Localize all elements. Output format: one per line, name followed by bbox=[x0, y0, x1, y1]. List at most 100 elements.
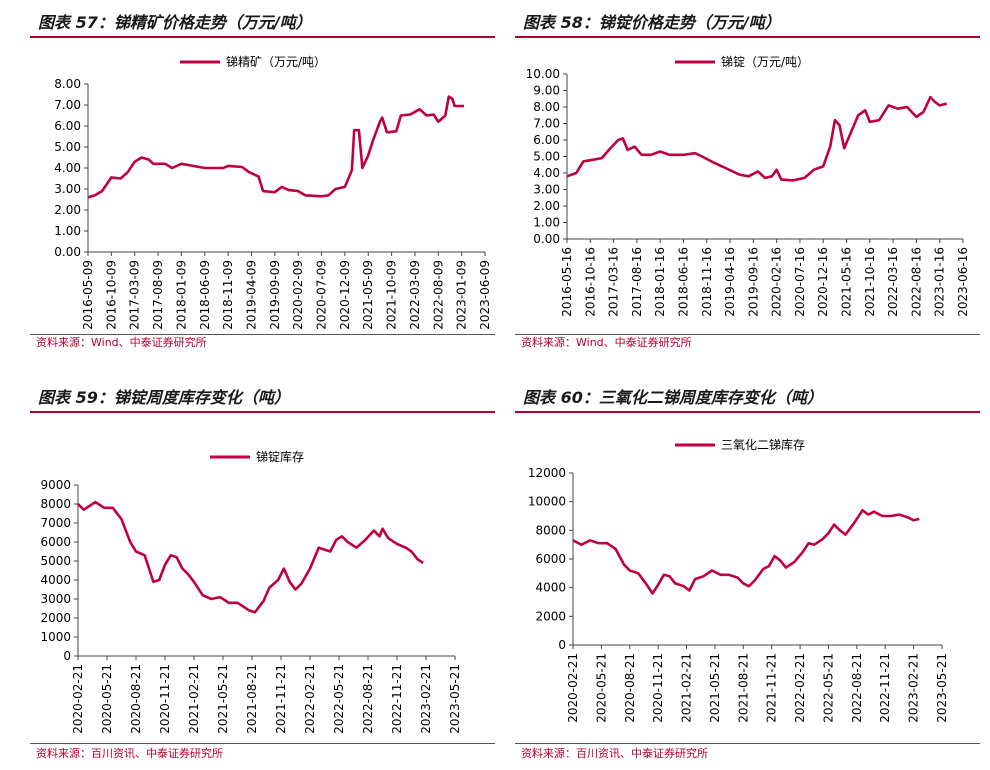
x-tick-label: 2016-10-16 bbox=[583, 247, 597, 317]
x-tick-label: 2020-07-16 bbox=[793, 247, 807, 317]
x-tick-label: 2020-12-09 bbox=[338, 260, 352, 330]
series-line bbox=[572, 509, 920, 595]
y-tick-label: 6000 bbox=[535, 552, 566, 566]
x-tick-label: 2023-05-21 bbox=[935, 653, 949, 723]
x-tick-label: 2023-05-21 bbox=[448, 664, 462, 734]
x-tick-label: 2020-12-16 bbox=[816, 247, 830, 317]
chart-antimony-concentrate: 0.00 1.00 2.00 3.00 4.00 5.00 6.00 7.00 8.00 2016… bbox=[54, 55, 492, 330]
x-tick-label: 2019-04-16 bbox=[723, 247, 737, 317]
x-tick-label: 2020-02-16 bbox=[770, 247, 784, 317]
chart-antimony-ingot: 0.00 1.00 2.00 3.00 4.00 5.00 6.00 7.00 8.00 9.00… bbox=[526, 55, 970, 317]
x-tick-label: 2021-08-21 bbox=[736, 653, 750, 723]
y-tick-label: 2000 bbox=[40, 611, 71, 625]
x-tick-label: 2020-08-21 bbox=[623, 653, 637, 723]
x-tick-label: 2022-11-21 bbox=[878, 653, 892, 723]
x-tick-label: 2019-04-09 bbox=[244, 260, 258, 330]
y-tick-label: 6.00 bbox=[54, 119, 81, 133]
x-tick-label: 2020-07-09 bbox=[315, 260, 329, 330]
x-tick-label: 2021-02-21 bbox=[187, 664, 201, 734]
x-tick-label: 2020-11-21 bbox=[158, 664, 172, 734]
x-tick-label: 2016-10-09 bbox=[104, 260, 118, 330]
y-tick-label: 8000 bbox=[535, 523, 566, 537]
y-tick-label: 9.00 bbox=[533, 84, 560, 98]
x-tick-label: 2022-03-16 bbox=[886, 247, 900, 317]
x-tick-label: 2017-08-09 bbox=[151, 260, 165, 330]
y-tick-label: 7000 bbox=[40, 516, 71, 530]
panel-title: 图表 58：锑锭价格走势（万元/吨） bbox=[515, 10, 980, 38]
source-note: 资料来源：Wind、中泰证券研究所 bbox=[36, 336, 207, 349]
panel-title: 图表 59：锑锭周度库存变化（吨） bbox=[30, 385, 495, 413]
x-tick-label: 2016-05-09 bbox=[81, 260, 95, 330]
x-tick-label: 2020-05-21 bbox=[100, 664, 114, 734]
x-tick-label: 2022-08-16 bbox=[909, 247, 923, 317]
y-tick-label: 12000 bbox=[528, 466, 566, 480]
series-line bbox=[87, 95, 464, 199]
x-tick-label: 2018-06-09 bbox=[198, 260, 212, 330]
y-tick-label: 8.00 bbox=[54, 77, 81, 91]
series-line bbox=[77, 500, 424, 614]
y-tick-label: 2.00 bbox=[54, 203, 81, 217]
x-tick-label: 2022-03-09 bbox=[408, 260, 422, 330]
y-tick-label: 1.00 bbox=[54, 224, 81, 238]
y-tick-label: 7.00 bbox=[54, 98, 81, 112]
x-tick-label: 2023-01-09 bbox=[455, 260, 469, 330]
x-tick-label: 2021-02-21 bbox=[680, 653, 694, 723]
y-tick-label: 8000 bbox=[40, 497, 71, 511]
x-tick-label: 2020-02-21 bbox=[566, 653, 580, 723]
x-tick-label: 2019-09-09 bbox=[268, 260, 282, 330]
x-tick-label: 2021-10-16 bbox=[863, 247, 877, 317]
y-tick-label: 0.00 bbox=[54, 245, 81, 259]
x-tick-label: 2020-05-21 bbox=[594, 653, 608, 723]
chart-trioxide-inventory: 0 2000 4000 6000 8000 10000 12000 2020-02-21 202… bbox=[528, 437, 949, 723]
x-tick-label: 2023-02-21 bbox=[419, 664, 433, 734]
x-tick-label: 2021-05-09 bbox=[361, 260, 375, 330]
x-tick-label: 2021-05-21 bbox=[216, 664, 230, 734]
y-tick-label: 9000 bbox=[40, 478, 71, 492]
x-tick-label: 2020-08-21 bbox=[129, 664, 143, 734]
panel-title: 图表 57：锑精矿价格走势（万元/吨） bbox=[30, 10, 495, 38]
x-tick-label: 2022-08-21 bbox=[850, 653, 864, 723]
y-tick-label: 7.00 bbox=[533, 117, 560, 131]
x-tick-label: 2022-11-21 bbox=[390, 664, 404, 734]
x-tick-label: 2018-01-09 bbox=[174, 260, 188, 330]
x-tick-label: 2022-08-09 bbox=[431, 260, 445, 330]
y-tick-label: 4.00 bbox=[533, 166, 560, 180]
x-tick-label: 2023-02-21 bbox=[907, 653, 921, 723]
y-tick-label: 3000 bbox=[40, 592, 71, 606]
x-tick-label: 2021-10-09 bbox=[385, 260, 399, 330]
x-tick-label: 2022-05-21 bbox=[821, 653, 835, 723]
y-tick-label: 4000 bbox=[40, 573, 71, 587]
y-tick-label: 0.00 bbox=[533, 232, 560, 246]
x-tick-label: 2021-11-21 bbox=[765, 653, 779, 723]
y-tick-label: 5000 bbox=[40, 554, 71, 568]
legend-label: 锑锭（万元/吨） bbox=[721, 55, 809, 69]
y-tick-label: 5.00 bbox=[54, 140, 81, 154]
x-tick-label: 2018-11-09 bbox=[221, 260, 235, 330]
y-tick-label: 6000 bbox=[40, 535, 71, 549]
source-note: 资料来源：百川资讯、中泰证券研究所 bbox=[36, 747, 223, 760]
x-tick-label: 2020-02-09 bbox=[291, 260, 305, 330]
y-tick-label: 3.00 bbox=[533, 183, 560, 197]
x-tick-label: 2021-11-21 bbox=[274, 664, 288, 734]
x-tick-label: 2023-06-16 bbox=[956, 247, 970, 317]
x-tick-label: 2020-02-21 bbox=[71, 664, 85, 734]
panel-title: 图表 60：三氧化二锑周度库存变化（吨） bbox=[515, 385, 980, 413]
x-tick-label: 2016-05-16 bbox=[560, 247, 574, 317]
y-tick-label: 4.00 bbox=[54, 161, 81, 175]
x-tick-label: 2017-03-09 bbox=[128, 260, 142, 330]
legend-label: 三氧化二锑库存 bbox=[721, 437, 805, 452]
x-tick-label: 2022-02-21 bbox=[303, 664, 317, 734]
x-tick-label: 2018-01-16 bbox=[653, 247, 667, 317]
y-tick-label: 1000 bbox=[40, 630, 71, 644]
y-tick-label: 10000 bbox=[528, 495, 566, 509]
x-tick-label: 2022-02-21 bbox=[793, 653, 807, 723]
y-tick-label: 8.00 bbox=[533, 100, 560, 114]
y-tick-label: 0 bbox=[63, 649, 71, 663]
x-tick-label: 2018-11-16 bbox=[700, 247, 714, 317]
x-tick-label: 2017-08-16 bbox=[630, 247, 644, 317]
y-tick-label: 1.00 bbox=[533, 216, 560, 230]
x-tick-label: 2022-08-21 bbox=[361, 664, 375, 734]
y-tick-label: 4000 bbox=[535, 581, 566, 595]
legend-label: 锑锭库存 bbox=[256, 449, 304, 464]
y-tick-label: 5.00 bbox=[533, 150, 560, 164]
